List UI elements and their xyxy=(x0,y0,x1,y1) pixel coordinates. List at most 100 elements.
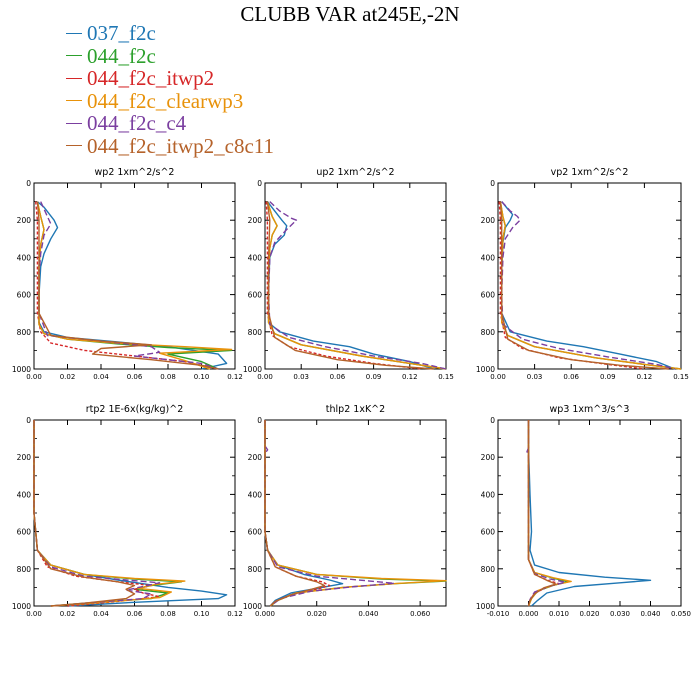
x-tick-label: 0.020 xyxy=(579,610,599,618)
series-line-044_f2c_c4 xyxy=(526,420,566,607)
series-line-044_f2c_clearwp3 xyxy=(527,420,572,607)
y-tick-label: 600 xyxy=(17,291,32,300)
y-tick-label: 600 xyxy=(17,528,32,537)
series-line-044_f2c xyxy=(266,201,447,370)
legend-item: 044_f2c_c4 xyxy=(66,112,274,135)
legend-label: 044_f2c xyxy=(87,43,156,68)
legend-item: 044_f2c_clearwp3 xyxy=(66,89,274,113)
legend-line-icon xyxy=(66,32,82,34)
series-line-044_f2c_c4 xyxy=(38,201,219,370)
y-tick-label: 1000 xyxy=(476,365,495,374)
x-tick-label: 0.08 xyxy=(160,610,176,618)
y-tick-label: 800 xyxy=(481,328,496,337)
x-tick-label: 0.09 xyxy=(366,373,382,381)
panel-title: thlp2 1xK^2 xyxy=(326,404,385,415)
y-tick-label: 1000 xyxy=(243,365,262,374)
x-tick-label: 0.050 xyxy=(671,610,691,618)
series-line-044_f2c_itwp2 xyxy=(33,420,161,607)
plot-frame xyxy=(264,419,447,607)
figure-title: CLUBB VAR at245E,-2N xyxy=(240,2,460,26)
legend: 037_f2c 044_f2c 044_f2c_itwp2 044_f2c_cl… xyxy=(66,22,274,157)
panel: wp3 1xm^3/s^3 0 200 400 600 800 1000-0.010 0.00… xyxy=(476,404,691,618)
x-tick-label: 0.000 xyxy=(518,610,538,618)
x-tick-label: 0.030 xyxy=(610,610,630,618)
y-tick-label: 0 xyxy=(490,179,495,188)
x-tick-label: 0.10 xyxy=(194,610,210,618)
series-line-044_f2c_itwp2_c8c11 xyxy=(264,420,326,607)
series-line-044_f2c_c4 xyxy=(267,201,447,370)
x-tick-label: 0.00 xyxy=(26,373,42,381)
plot-frame xyxy=(33,182,236,370)
x-tick-label: 0.15 xyxy=(673,373,689,381)
x-tick-label: 0.010 xyxy=(549,610,569,618)
x-tick-label: 0.02 xyxy=(60,373,76,381)
x-tick-label: 0.10 xyxy=(194,373,210,381)
series-line-044_f2c_c4 xyxy=(33,420,161,607)
y-tick-label: 600 xyxy=(248,528,263,537)
legend-line-icon xyxy=(66,77,82,79)
panel-title: wp3 1xm^3/s^3 xyxy=(550,404,630,415)
series-line-044_f2c_itwp2_c8c11 xyxy=(36,201,219,370)
series-line-044_f2c_itwp2_c8c11 xyxy=(499,201,669,370)
y-tick-label: 0 xyxy=(26,179,31,188)
series-line-037_f2c xyxy=(527,420,652,607)
series-line-044_f2c_clearwp3 xyxy=(266,201,447,370)
legend-label: 037_f2c xyxy=(87,21,156,45)
y-tick-label: 400 xyxy=(481,253,496,262)
legend-line-icon xyxy=(66,122,82,124)
y-tick-label: 600 xyxy=(481,291,496,300)
x-tick-label: 0.08 xyxy=(160,373,176,381)
y-tick-label: 800 xyxy=(248,565,263,574)
legend-item: 044_f2c xyxy=(66,43,274,68)
series-line-044_f2c_clearwp3 xyxy=(264,420,447,607)
x-tick-label: 0.060 xyxy=(410,610,430,618)
y-tick-label: 200 xyxy=(481,216,496,225)
series-line-044_f2c_clearwp3 xyxy=(499,201,682,370)
series-line-044_f2c_itwp2 xyxy=(35,201,219,370)
x-tick-label: 0.09 xyxy=(600,373,616,381)
series-line-044_f2c_itwp2_c8c11 xyxy=(266,201,434,370)
legend-label: 044_f2c_itwp2 xyxy=(87,66,215,90)
y-tick-label: 200 xyxy=(248,216,263,225)
y-tick-label: 800 xyxy=(248,328,263,337)
legend-line-icon xyxy=(66,100,82,102)
x-tick-label: 0.040 xyxy=(640,610,660,618)
x-tick-label: 0.02 xyxy=(60,610,76,618)
y-tick-label: 600 xyxy=(248,291,263,300)
y-tick-label: 800 xyxy=(17,565,32,574)
series-line-044_f2c xyxy=(527,420,569,607)
x-tick-label: 0.020 xyxy=(307,610,327,618)
y-tick-label: 0 xyxy=(26,416,31,425)
x-tick-label: -0.010 xyxy=(487,610,510,618)
y-tick-label: 200 xyxy=(248,453,263,462)
series-line-044_f2c_itwp2_c8c11 xyxy=(33,420,136,607)
y-tick-label: 1000 xyxy=(12,602,31,611)
legend-line-icon xyxy=(66,145,82,147)
plot-frame xyxy=(497,419,682,607)
y-tick-label: 200 xyxy=(17,453,32,462)
x-tick-label: 0.00 xyxy=(490,373,506,381)
series-line-037_f2c xyxy=(266,201,435,370)
x-tick-label: 0.00 xyxy=(26,610,42,618)
series-line-044_f2c_clearwp3 xyxy=(36,201,233,370)
panel-title: up2 1xm^2/s^2 xyxy=(316,167,394,178)
x-tick-label: 0.12 xyxy=(402,373,418,381)
y-tick-label: 0 xyxy=(257,179,262,188)
y-tick-label: 400 xyxy=(248,490,263,499)
series-line-044_f2c xyxy=(264,420,447,607)
series-line-044_f2c_c4 xyxy=(264,420,395,607)
y-tick-label: 400 xyxy=(17,490,32,499)
y-tick-label: 400 xyxy=(481,490,496,499)
x-tick-label: 0.12 xyxy=(637,373,653,381)
y-tick-label: 0 xyxy=(257,416,262,425)
x-tick-label: 0.06 xyxy=(127,373,143,381)
y-tick-label: 200 xyxy=(17,216,32,225)
y-tick-label: 400 xyxy=(248,253,263,262)
panel-title: rtp2 1E-6x(kg/kg)^2 xyxy=(86,404,184,415)
plot-frame xyxy=(497,182,682,370)
legend-item: 044_f2c_itwp2 xyxy=(66,67,274,90)
